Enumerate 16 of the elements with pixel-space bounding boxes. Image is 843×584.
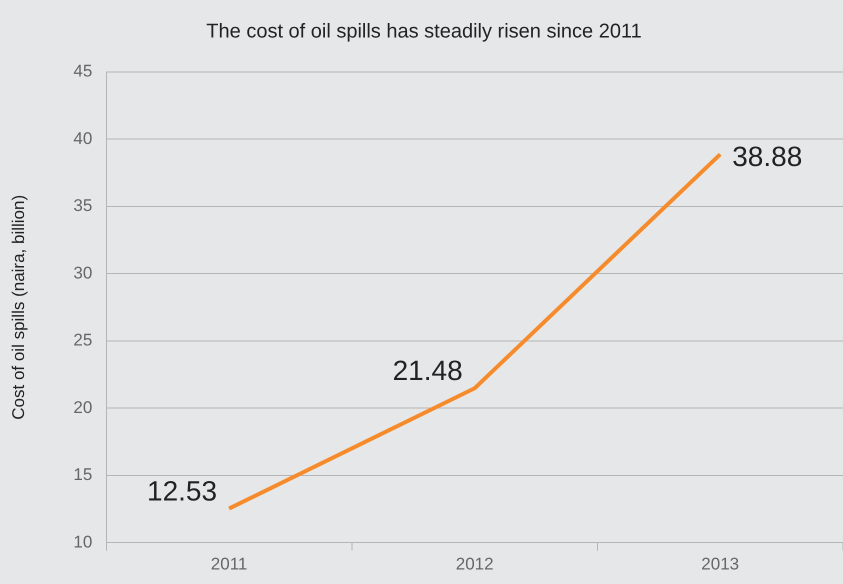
y-tick-label: 10 (73, 532, 92, 552)
y-tick-label: 15 (73, 465, 92, 484)
y-tick-label: 45 (73, 62, 92, 81)
y-tick-label: 40 (73, 128, 92, 148)
x-tick-label: 2012 (456, 554, 494, 574)
y-tick-label: 30 (73, 263, 92, 282)
x-tick-label: 2013 (701, 554, 740, 574)
y-tick-label: 20 (73, 398, 92, 417)
data-label: 12.53 (147, 475, 218, 506)
data-label: 38.88 (732, 141, 802, 172)
y-tick-label: 25 (73, 330, 92, 350)
y-axis-title: Cost of oil spills (naira, billion) (8, 194, 28, 420)
y-tick-label: 35 (73, 196, 92, 216)
data-label: 21.48 (392, 354, 463, 386)
chart-title: The cost of oil spills has steadily risen since 2011 (206, 20, 642, 43)
x-tick-label: 2011 (210, 554, 248, 574)
